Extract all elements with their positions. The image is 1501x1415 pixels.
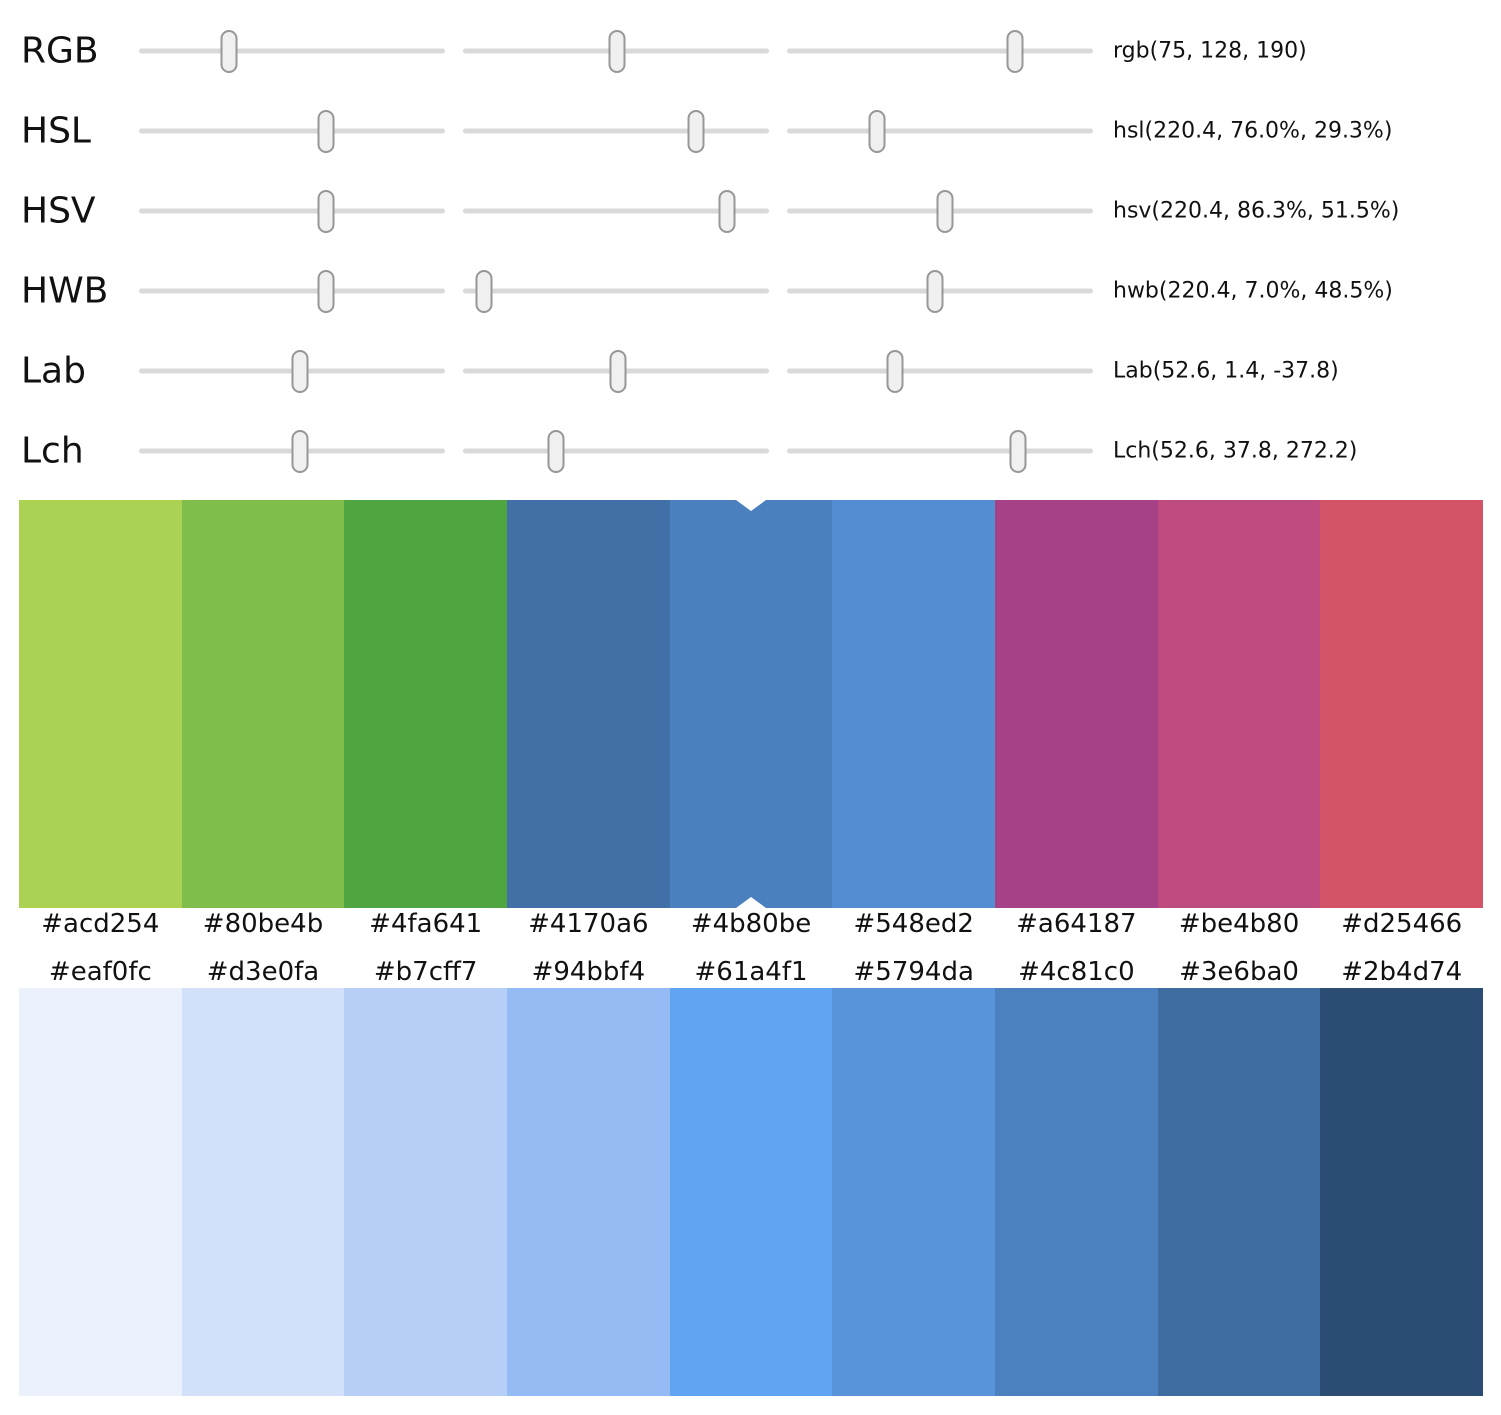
slider-row-hwb: HWB hwb(220.4, 7.0%, 48.5%): [0, 251, 1501, 331]
hwb-w-slider-thumb[interactable]: [475, 269, 493, 313]
row-label-hwb: HWB: [21, 270, 109, 312]
rgb-r-slider-track[interactable]: [139, 29, 445, 73]
hwb-value-text: hwb(220.4, 7.0%, 48.5%): [1113, 278, 1393, 304]
hsl-l-slider-thumb[interactable]: [868, 109, 886, 153]
palette-swatch[interactable]: [19, 988, 182, 1396]
hsl-h-slider-track[interactable]: [139, 109, 445, 153]
hsv-v-slider-thumb[interactable]: [936, 189, 954, 233]
hsv-s-slider-track[interactable]: [463, 189, 769, 233]
slider-row-hsl: HSL hsl(220.4, 76.0%, 29.3%): [0, 91, 1501, 171]
lch-c-slider-thumb[interactable]: [547, 429, 565, 473]
palette-swatch[interactable]: [669, 500, 833, 908]
palette-swatch[interactable]: [344, 988, 508, 1396]
hex-label: #4c81c0: [1018, 957, 1135, 987]
rgb-value-text: rgb(75, 128, 190): [1113, 38, 1307, 64]
hsl-s-slider-track[interactable]: [463, 109, 769, 153]
palette-swatch[interactable]: [344, 500, 508, 908]
hex-label: #2b4d74: [1341, 957, 1463, 987]
row-label-lch: Lch: [21, 430, 84, 472]
lch-l-slider-track[interactable]: [139, 429, 445, 473]
lab-b-slider-track[interactable]: [787, 349, 1093, 393]
palette-swatch[interactable]: [507, 988, 670, 1396]
lch-h-slider-track[interactable]: [787, 429, 1093, 473]
hue-scale-palette: [19, 500, 1484, 908]
palette-swatch[interactable]: [1157, 500, 1321, 908]
hsv-s-slider-thumb[interactable]: [718, 189, 736, 233]
hwb-h-slider-track[interactable]: [139, 269, 445, 313]
hex-label: #548ed2: [853, 909, 974, 939]
hsl-h-slider-thumb[interactable]: [317, 109, 335, 153]
palette-swatch[interactable]: [19, 500, 182, 908]
lab-l-slider-thumb[interactable]: [291, 349, 309, 393]
hex-label: #80be4b: [202, 909, 324, 939]
rgb-b-slider-track[interactable]: [787, 29, 1093, 73]
rgb-b-slider-thumb[interactable]: [1006, 29, 1024, 73]
row-label-rgb: RGB: [21, 30, 99, 72]
hex-label: #94bbf4: [531, 957, 646, 987]
lch-c-slider-track[interactable]: [463, 429, 769, 473]
palette-swatch[interactable]: [1320, 500, 1484, 908]
hex-label: #4fa641: [369, 909, 483, 939]
palette-swatch[interactable]: [832, 500, 996, 908]
hex-label: #5794da: [853, 957, 974, 987]
lab-l-slider-track[interactable]: [139, 349, 445, 393]
palette-swatch[interactable]: [669, 988, 833, 1396]
selected-swatch-marker-top-icon: [736, 500, 766, 511]
lch-l-slider-thumb[interactable]: [291, 429, 309, 473]
hex-label: #4b80be: [690, 909, 812, 939]
lch-h-slider-thumb[interactable]: [1009, 429, 1027, 473]
hsv-v-slider-track[interactable]: [787, 189, 1093, 233]
palette-swatch[interactable]: [181, 500, 345, 908]
palette-swatch[interactable]: [1320, 988, 1484, 1396]
lab-b-slider-thumb[interactable]: [886, 349, 904, 393]
slider-row-rgb: RGB rgb(75, 128, 190): [0, 11, 1501, 91]
rgb-g-slider-track[interactable]: [463, 29, 769, 73]
hex-label: #61a4f1: [694, 957, 808, 987]
row-label-hsl: HSL: [21, 110, 91, 152]
shades-hex-row: #eaf0fc #d3e0fa #b7cff7 #94bbf4 #61a4f1 …: [19, 956, 1483, 988]
palette-swatch[interactable]: [995, 500, 1158, 908]
palette-swatch[interactable]: [1157, 988, 1321, 1396]
hex-label: #d3e0fa: [206, 957, 320, 987]
hex-label: #eaf0fc: [48, 957, 152, 987]
rgb-r-slider-thumb[interactable]: [220, 29, 238, 73]
lab-a-slider-thumb[interactable]: [609, 349, 627, 393]
hsv-h-slider-track[interactable]: [139, 189, 445, 233]
hwb-b-slider-track[interactable]: [787, 269, 1093, 313]
hwb-b-slider-thumb[interactable]: [926, 269, 944, 313]
selected-swatch-marker-bottom-icon: [736, 897, 766, 908]
hex-label: #4170a6: [528, 909, 649, 939]
palette-swatch[interactable]: [507, 500, 670, 908]
hwb-h-slider-thumb[interactable]: [317, 269, 335, 313]
hex-label: #acd254: [41, 909, 160, 939]
slider-row-hsv: HSV hsv(220.4, 86.3%, 51.5%): [0, 171, 1501, 251]
hue-scale-hex-row: #acd254 #80be4b #4fa641 #4170a6 #4b80be …: [19, 908, 1483, 940]
hsv-h-slider-thumb[interactable]: [317, 189, 335, 233]
lab-a-slider-track[interactable]: [463, 349, 769, 393]
hwb-w-slider-track[interactable]: [463, 269, 769, 313]
palette-swatch[interactable]: [181, 988, 345, 1396]
hex-label: #b7cff7: [373, 957, 478, 987]
shades-palette: [19, 988, 1484, 1396]
palette-swatch[interactable]: [995, 988, 1158, 1396]
hsv-value-text: hsv(220.4, 86.3%, 51.5%): [1113, 198, 1400, 224]
slider-row-lab: Lab Lab(52.6, 1.4, -37.8): [0, 331, 1501, 411]
hex-label: #3e6ba0: [1179, 957, 1299, 987]
lab-value-text: Lab(52.6, 1.4, -37.8): [1113, 358, 1339, 384]
hsl-l-slider-track[interactable]: [787, 109, 1093, 153]
row-label-lab: Lab: [21, 350, 86, 392]
rgb-g-slider-thumb[interactable]: [608, 29, 626, 73]
slider-row-lch: Lch Lch(52.6, 37.8, 272.2): [0, 411, 1501, 491]
row-label-hsv: HSV: [21, 190, 96, 232]
hsl-s-slider-thumb[interactable]: [687, 109, 705, 153]
hex-label: #be4b80: [1178, 909, 1300, 939]
hex-label: #d25466: [1341, 909, 1463, 939]
hsl-value-text: hsl(220.4, 76.0%, 29.3%): [1113, 118, 1393, 144]
lch-value-text: Lch(52.6, 37.8, 272.2): [1113, 438, 1358, 464]
palette-swatch[interactable]: [832, 988, 996, 1396]
hex-label: #a64187: [1016, 909, 1137, 939]
